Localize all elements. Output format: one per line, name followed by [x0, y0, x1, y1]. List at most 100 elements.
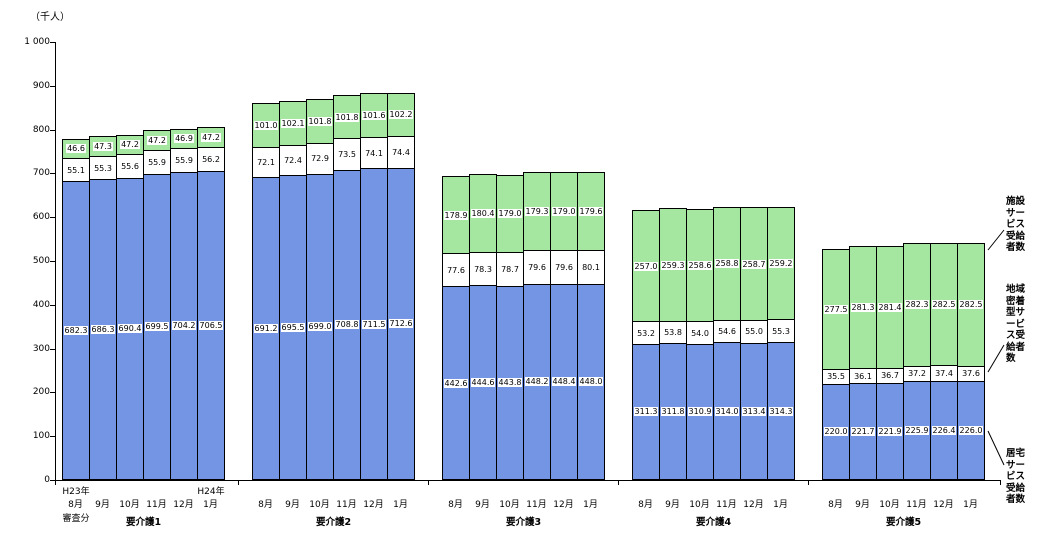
segment-value-label: 313.4: [741, 406, 767, 416]
x-month-label: 1月: [583, 500, 598, 510]
y-tick-label: 0: [44, 475, 50, 485]
stacked-bar: 282.5 37.4 226.4: [930, 242, 958, 480]
x-month-label: 11月: [146, 500, 167, 510]
y-tick-mark: [50, 261, 55, 262]
x-category-label: 要介護4: [695, 517, 732, 528]
bar-segment-home: 448.2: [523, 283, 551, 480]
x-month-label: 10月: [309, 500, 330, 510]
bar-segment-facility: 258.8: [713, 207, 741, 321]
bar-segment-facility: 102.2: [387, 92, 415, 138]
x-category-label: 要介護3: [505, 517, 542, 528]
y-tick-mark: [50, 304, 55, 306]
x-month-label: 9月: [285, 500, 300, 510]
segment-value-label: 282.5: [958, 300, 984, 310]
annotation-community-services: 地域密着型サービス受給者数: [1006, 284, 1026, 364]
bar-segment-facility: 47.3: [89, 136, 117, 158]
stacked-bar: 259.2 55.3 314.3: [767, 206, 795, 480]
stacked-bar: 101.8 72.9 699.0: [306, 99, 334, 480]
bar-segment-home: 314.3: [767, 342, 795, 480]
stacked-bar: 258.8 54.6 314.0: [713, 207, 741, 480]
segment-value-label: 448.4: [551, 377, 577, 387]
x-month-label: 8月: [68, 500, 83, 510]
bar-segment-facility: 179.0: [496, 174, 524, 254]
x-month-label: 12月: [553, 500, 574, 510]
bar-segment-facility: 179.6: [577, 172, 605, 251]
bar-segment-home: 682.3: [62, 181, 90, 480]
y-tick-mark: [50, 480, 55, 481]
segment-value-label: 101.0: [253, 121, 279, 131]
stacked-bar: 258.7 55.0 313.4: [740, 207, 768, 480]
y-tick-label: 300: [32, 343, 50, 354]
segment-value-label: 258.6: [687, 261, 713, 271]
bar-segment-home: 314.0: [713, 342, 741, 480]
segment-value-label: 448.0: [578, 377, 604, 387]
segment-value-label: 711.5: [361, 319, 387, 329]
bar-segment-home: 225.9: [903, 381, 931, 480]
segment-value-label: 74.1: [364, 148, 384, 158]
y-tick-mark: [50, 42, 55, 43]
bar-segment-facility: 180.4: [469, 173, 497, 253]
x-month-label: 12月: [173, 500, 194, 510]
stacked-bar: 281.4 36.7 221.9: [876, 245, 904, 480]
bar-segment-community: 74.1: [360, 136, 388, 170]
x-month-label: 1月: [773, 500, 788, 510]
bar-segment-facility: 259.3: [659, 208, 687, 322]
segment-value-label: 179.0: [551, 207, 577, 217]
segment-value-label: 55.9: [147, 157, 167, 167]
segment-value-label: 35.5: [826, 372, 846, 382]
bar-segment-community: 35.5: [822, 369, 850, 385]
segment-value-label: 444.6: [470, 378, 496, 388]
bar-segment-home: 699.5: [143, 173, 171, 480]
stacked-bar: 46.6 55.1 682.3: [62, 138, 90, 480]
segment-value-label: 699.5: [144, 322, 170, 332]
bar-segment-facility: 101.8: [306, 99, 334, 144]
bar-segment-home: 442.6: [442, 286, 470, 480]
x-tick-mark: [55, 481, 56, 485]
x-month-label: 11月: [716, 500, 737, 510]
y-tick-mark: [50, 85, 55, 87]
x-month-label: 10月: [119, 500, 140, 510]
bar-segment-home: 221.9: [876, 382, 904, 480]
y-tick-label: 100: [32, 431, 50, 442]
stacked-bar: 102.2 74.4 712.6: [387, 92, 415, 480]
stacked-bar: 101.8 73.5 708.8: [333, 94, 361, 480]
bar-segment-facility: 101.6: [360, 93, 388, 138]
x-category-label: 要介護1: [125, 517, 162, 528]
y-tick-label: 600: [32, 212, 50, 223]
bar-segment-home: 313.4: [740, 342, 768, 480]
segment-value-label: 282.5: [931, 300, 957, 310]
x-category-label: 要介護2: [315, 517, 352, 528]
segment-value-label: 55.3: [93, 163, 113, 173]
segment-value-label: 282.3: [904, 300, 930, 310]
y-tick-mark: [50, 217, 55, 219]
bar-segment-home: 711.5: [360, 168, 388, 480]
segment-value-label: 277.5: [823, 304, 849, 314]
segment-value-label: 708.8: [334, 320, 360, 330]
segment-value-label: 180.4: [470, 208, 496, 218]
bar-segment-home: 448.0: [577, 283, 605, 480]
stacked-bar: 47.2 55.6 690.4: [116, 134, 144, 480]
bar-segment-community: 79.6: [550, 249, 578, 285]
x-month-label: 1月: [963, 500, 978, 510]
segment-value-label: 258.7: [741, 259, 767, 269]
stacked-bar: 179.3 79.6 448.2: [523, 172, 551, 480]
segment-value-label: 53.2: [636, 328, 656, 338]
leader-line-facility: [987, 229, 1005, 251]
annotation-home-services: 居宅サービス受給者数: [1006, 448, 1026, 505]
bar-segment-facility: 259.2: [767, 206, 795, 321]
bar-segment-home: 712.6: [387, 167, 415, 480]
bar-segment-home: 310.9: [686, 343, 714, 480]
y-tick-label: 900: [32, 80, 50, 91]
y-tick-label: 200: [32, 387, 50, 398]
y-axis-line: [55, 42, 56, 481]
y-tick-mark: [50, 348, 55, 350]
bar-segment-facility: 47.2: [143, 130, 171, 152]
bar-segment-home: 226.0: [957, 381, 985, 480]
era-label-h23: H23年: [62, 487, 90, 497]
segment-value-label: 47.2: [120, 140, 140, 150]
bar-segment-community: 37.4: [930, 365, 958, 382]
x-month-label: 8月: [828, 500, 843, 510]
bar-segment-community: 55.9: [170, 148, 198, 173]
x-tick-mark: [428, 481, 429, 485]
segment-value-label: 37.6: [961, 369, 981, 379]
